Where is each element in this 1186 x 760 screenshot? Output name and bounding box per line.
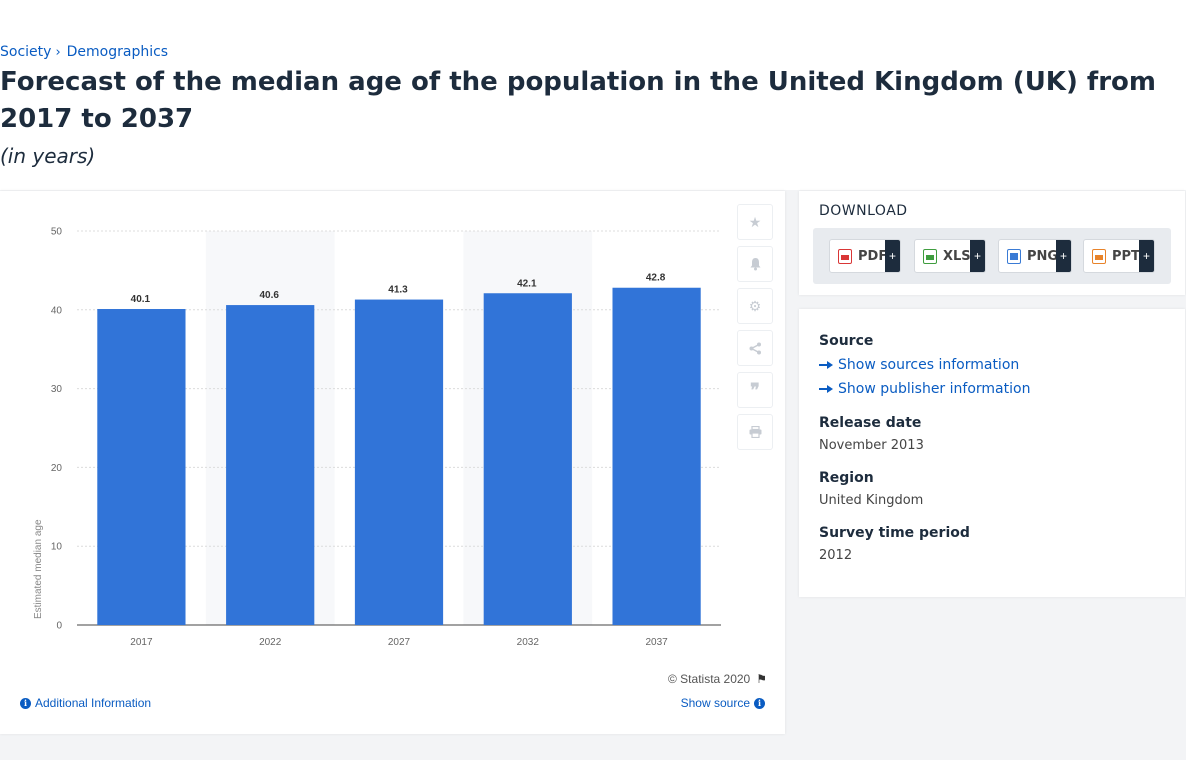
show-source-label: Show source [680, 696, 750, 710]
notification-button[interactable] [737, 246, 773, 282]
ppt-file-icon [1092, 248, 1106, 264]
info-icon: i [754, 697, 765, 709]
additional-info-link[interactable]: i Additional Information [20, 696, 151, 710]
share-icon [749, 342, 761, 354]
bar-value-label: 42.8 [646, 273, 666, 284]
show-publisher-link[interactable]: Show publisher information [819, 381, 1030, 397]
arrow-right-icon [819, 360, 833, 370]
flag-icon[interactable]: ⚑ [756, 672, 767, 686]
show-publisher-label: Show publisher information [838, 381, 1031, 397]
y-tick-label: 0 [56, 621, 62, 632]
y-axis-label: Estimated median age [33, 519, 44, 619]
show-sources-link[interactable]: Show sources information [819, 357, 1019, 373]
quote-icon: ❞ [750, 379, 760, 400]
bar[interactable] [97, 309, 186, 625]
download-card: DOWNLOAD PDF + XLS + PNG + PPT + [799, 191, 1185, 295]
settings-button[interactable]: ⚙ [737, 288, 773, 324]
survey-period-value: 2012 [819, 548, 853, 563]
breadcrumb-demographics[interactable]: Demographics [66, 44, 169, 60]
bar-value-label: 40.1 [131, 294, 151, 305]
plus-icon: + [970, 240, 985, 272]
download-ppt-button[interactable]: PPT + [1083, 239, 1155, 273]
region-value: United Kingdom [819, 493, 924, 508]
release-date-heading: Release date [819, 415, 922, 431]
page-subtitle: (in years) [0, 144, 96, 168]
breadcrumb-separator: › [55, 44, 61, 60]
favorite-button[interactable]: ★ [737, 204, 773, 240]
copyright-text: © Statista 2020 [668, 672, 751, 686]
bar-value-label: 42.1 [517, 278, 537, 289]
x-tick-label: 2027 [388, 637, 411, 648]
download-ppt-label: PPT [1112, 248, 1140, 264]
pdf-file-icon [838, 248, 852, 264]
plus-icon: + [885, 240, 900, 272]
source-heading: Source [819, 333, 874, 349]
download-pdf-label: PDF [858, 248, 888, 264]
star-icon: ★ [748, 213, 762, 230]
bar-value-label: 40.6 [259, 290, 279, 301]
page-title: Forecast of the median age of the popula… [0, 67, 1156, 134]
download-xls-button[interactable]: XLS + [914, 239, 986, 273]
copyright-notice: © Statista 2020 ⚑ [668, 672, 767, 686]
x-tick-label: 2037 [645, 637, 668, 648]
bell-icon [750, 258, 760, 271]
chart-card: 0 10 20 30 40 50 40.1 40.6 41.3 42.1 42.8 2017 202… [0, 191, 785, 734]
print-button[interactable] [737, 414, 773, 450]
chart-tools: ★ ⚙ ❞ [737, 204, 773, 456]
y-tick-label: 10 [51, 542, 63, 553]
plus-icon: + [1139, 240, 1154, 272]
bar[interactable] [226, 305, 315, 625]
y-tick-label: 50 [51, 227, 63, 238]
additional-info-label: Additional Information [35, 696, 152, 710]
cite-button[interactable]: ❞ [737, 372, 773, 408]
png-file-icon [1007, 248, 1021, 264]
x-tick-label: 2017 [130, 637, 153, 648]
download-pdf-button[interactable]: PDF + [829, 239, 901, 273]
download-title: DOWNLOAD [819, 203, 908, 219]
download-bar: PDF + XLS + PNG + PPT + [813, 228, 1171, 284]
xls-file-icon [923, 248, 937, 264]
show-sources-label: Show sources information [838, 357, 1020, 373]
header-background [0, 0, 1186, 190]
y-tick-label: 30 [51, 384, 63, 395]
bar[interactable] [612, 287, 701, 625]
survey-period-heading: Survey time period [819, 525, 970, 541]
bar[interactable] [354, 299, 444, 625]
breadcrumb-society[interactable]: Society [0, 44, 52, 60]
gear-icon: ⚙ [748, 297, 762, 314]
y-tick-label: 20 [51, 463, 63, 474]
x-tick-label: 2022 [259, 637, 282, 648]
plus-icon: + [1056, 240, 1071, 272]
source-card: Source Show sources information Show pub… [799, 309, 1185, 597]
bar-value-label: 41.3 [388, 285, 408, 296]
bar[interactable] [483, 293, 572, 625]
download-png-label: PNG [1027, 248, 1059, 264]
share-button[interactable] [737, 330, 773, 366]
download-png-button[interactable]: PNG + [998, 239, 1072, 273]
arrow-right-icon [819, 384, 833, 394]
breadcrumb: Society › Demographics [0, 44, 168, 60]
region-heading: Region [819, 470, 874, 486]
download-xls-label: XLS [943, 248, 971, 264]
y-tick-label: 40 [51, 305, 63, 316]
x-tick-label: 2032 [517, 637, 540, 648]
info-icon: i [20, 697, 31, 709]
bar-chart: 0 10 20 30 40 50 40.1 40.6 41.3 42.1 42.8 2017 202… [33, 227, 721, 648]
print-icon [749, 426, 761, 438]
release-date-value: November 2013 [819, 438, 924, 453]
show-source-link[interactable]: Show source i [681, 696, 765, 710]
